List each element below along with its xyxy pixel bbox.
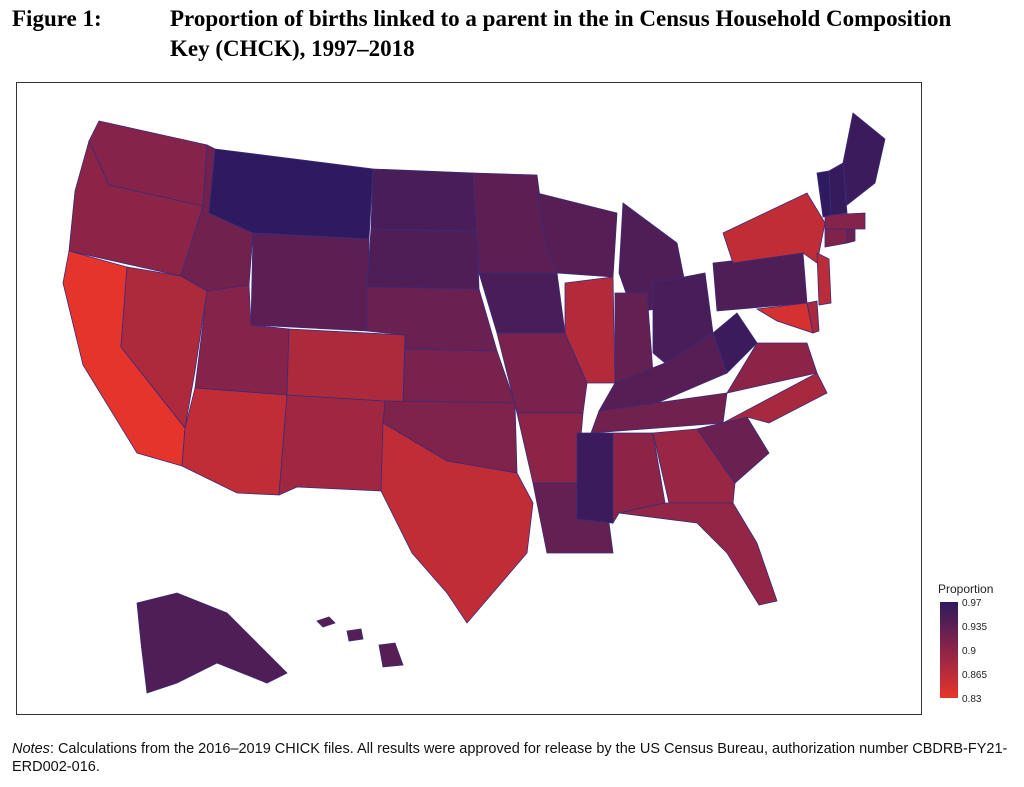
state-az — [181, 387, 288, 496]
state-wy — [250, 232, 370, 332]
legend-tick-3: 0.865 — [962, 670, 988, 681]
state-wi — [536, 192, 618, 278]
state-il — [564, 276, 616, 384]
notes-text: : Calculations from the 2016–2019 CHICK … — [12, 741, 1008, 775]
state-ny — [722, 192, 826, 264]
us-choropleth-map — [62, 112, 886, 694]
notes-label: Notes — [12, 741, 50, 757]
state-ri — [846, 228, 856, 244]
state-nc — [722, 372, 828, 424]
state-hi — [316, 616, 404, 668]
state-pa — [712, 252, 808, 312]
legend-tick-1: 0.935 — [962, 622, 988, 633]
state-nj — [816, 252, 832, 306]
legend-tick-2: 0.9 — [962, 646, 976, 657]
state-mo — [496, 332, 588, 414]
state-ak — [136, 592, 288, 694]
state-ia — [478, 272, 566, 334]
state-vt — [816, 170, 832, 218]
state-ks — [402, 348, 516, 406]
state-ar — [516, 412, 584, 484]
state-in — [614, 292, 654, 384]
state-va — [726, 342, 818, 394]
state-ma — [824, 212, 866, 230]
state-ms — [576, 432, 614, 524]
state-ct — [824, 228, 848, 248]
legend: Proportion 0.97 0.935 0.9 0.865 0.83 — [938, 582, 1024, 722]
legend-color-bar — [940, 602, 958, 698]
state-nd — [370, 168, 478, 232]
state-fl — [618, 502, 778, 606]
state-co — [286, 328, 406, 406]
legend-tick-0: 0.97 — [962, 598, 982, 609]
legend-title: Proportion — [938, 582, 994, 596]
state-sd — [366, 228, 480, 290]
figure-label: Figure 1: — [12, 6, 102, 31]
state-me — [842, 112, 886, 206]
state-de — [806, 300, 820, 334]
state-wv — [712, 312, 758, 374]
figure-title: Proportion of births linked to a parent … — [170, 6, 952, 61]
map-panel — [16, 82, 922, 715]
state-tx — [380, 422, 534, 624]
state-ga — [652, 428, 736, 504]
state-nm — [278, 394, 386, 496]
state-nh — [828, 162, 848, 216]
figure-notes: Notes: Calculations from the 2016–2019 C… — [12, 740, 1012, 776]
state-md — [755, 302, 814, 334]
legend-tick-4: 0.83 — [962, 694, 982, 705]
